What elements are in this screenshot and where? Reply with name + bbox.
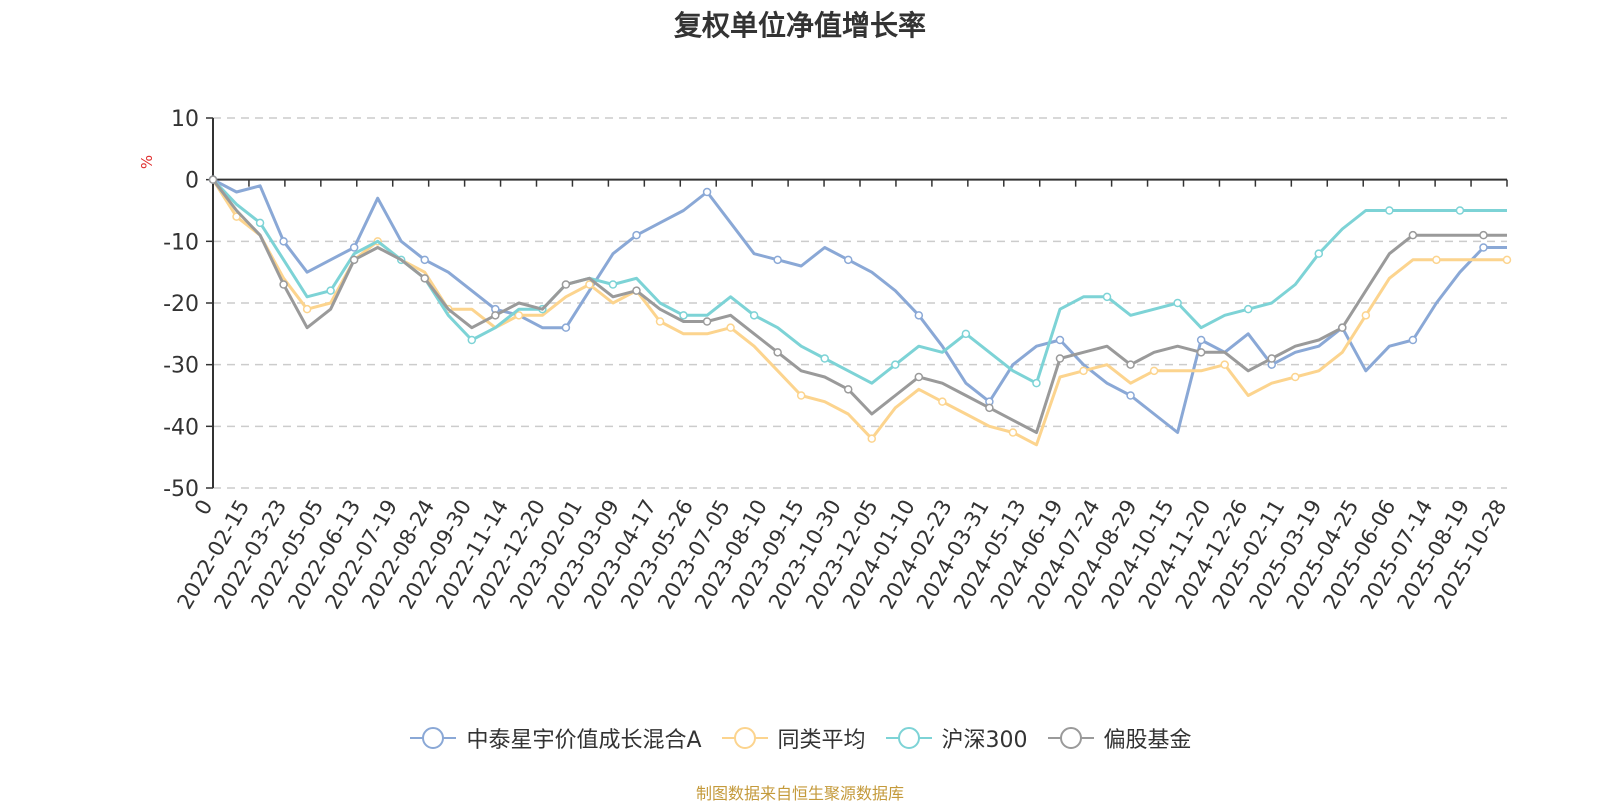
legend-item[interactable]: 沪深300	[884, 722, 1028, 754]
y-tick-label: -10	[163, 230, 199, 255]
data-point	[820, 354, 829, 363]
data-point	[1196, 348, 1206, 357]
legend-marker-icon	[885, 727, 932, 749]
data-point	[1220, 360, 1229, 369]
data-point	[1385, 206, 1394, 215]
data-point	[1408, 230, 1418, 240]
data-point	[1149, 366, 1159, 376]
data-point	[749, 311, 759, 320]
y-tick-label: 0	[185, 169, 199, 194]
x-tick-label: 0	[190, 496, 217, 520]
series-line	[211, 178, 1507, 447]
data-point	[302, 304, 312, 314]
data-point	[655, 317, 665, 326]
data-point	[843, 255, 853, 265]
data-point	[961, 329, 971, 339]
data-point	[1243, 304, 1253, 314]
data-point	[608, 280, 618, 289]
data-point	[773, 348, 782, 357]
data-point	[1126, 360, 1135, 369]
data-point	[420, 255, 429, 265]
data-point	[796, 391, 806, 400]
legend-item[interactable]: 同类平均	[720, 722, 866, 754]
legend-marker-icon	[1047, 727, 1094, 749]
data-point	[326, 286, 335, 295]
data-point	[279, 237, 288, 246]
data-point	[279, 280, 288, 289]
legend-label: 中泰星宇价值成长混合A	[466, 728, 702, 753]
data-point	[867, 434, 877, 443]
series-line	[212, 178, 1507, 434]
data-point	[891, 360, 900, 369]
data-point	[1361, 311, 1371, 320]
data-point	[1055, 354, 1065, 363]
data-point	[1079, 366, 1088, 376]
data-point	[632, 230, 641, 240]
line-chart: 100-10-20-30-40-5002022-02-152022-03-232…	[138, 107, 1512, 613]
data-point	[1432, 255, 1441, 265]
data-point	[255, 218, 265, 228]
data-point	[1314, 249, 1324, 258]
data-point	[349, 255, 359, 265]
legend-label: 沪深300	[941, 728, 1028, 753]
data-point	[702, 187, 712, 197]
legend-item[interactable]: 偏股基金	[1046, 722, 1192, 754]
data-point	[467, 335, 477, 345]
grid-lines	[213, 117, 1507, 489]
data-point	[491, 311, 500, 320]
data-point	[1032, 378, 1041, 388]
data-point	[1338, 323, 1347, 332]
data-point	[208, 175, 218, 184]
legend: 中泰星宇价值成长混合A 同类平均 沪深300 偏股基金	[0, 722, 1600, 754]
series-line	[211, 178, 1507, 385]
data-point	[561, 280, 571, 289]
data-point	[1102, 292, 1112, 302]
data-point	[232, 212, 241, 221]
data-point	[773, 255, 782, 265]
y-tick-label: -40	[163, 415, 199, 440]
legend-marker-icon	[410, 727, 457, 749]
data-point	[1455, 206, 1465, 215]
data-point	[1196, 335, 1206, 345]
legend-label: 同类平均	[777, 728, 866, 753]
data-point	[1008, 428, 1018, 437]
data-point	[1479, 230, 1488, 240]
y-tick-label: -50	[163, 477, 199, 502]
data-point	[585, 280, 594, 289]
data-point	[1173, 298, 1182, 308]
data-point	[985, 403, 994, 413]
data-point	[420, 274, 429, 283]
data-point	[1055, 335, 1065, 345]
data-point	[726, 323, 735, 332]
data-point	[702, 317, 712, 326]
data-point	[514, 311, 524, 320]
data-point	[1291, 372, 1300, 382]
data-point	[632, 286, 641, 295]
data-point	[1408, 335, 1418, 345]
series-line	[211, 178, 1507, 434]
data-point	[1502, 255, 1512, 265]
series-lines	[208, 175, 1512, 447]
data-point	[1126, 391, 1135, 400]
y-tick-label: 10	[171, 107, 199, 132]
data-point	[1479, 243, 1488, 252]
legend-marker-icon	[721, 727, 768, 749]
data-point	[843, 385, 853, 394]
source-note: 制图数据来自恒生聚源数据库	[695, 784, 904, 803]
data-point	[914, 311, 924, 320]
data-point	[1267, 354, 1276, 363]
data-point	[679, 311, 688, 320]
data-point	[914, 372, 924, 382]
y-axis-label: %	[138, 155, 156, 169]
y-tick-label: -20	[163, 292, 199, 317]
legend-label: 偏股基金	[1103, 728, 1192, 753]
data-point	[938, 397, 947, 406]
legend-item[interactable]: 中泰星宇价值成长混合A	[408, 722, 702, 754]
axes: 100-10-20-30-40-5002022-02-152022-03-232…	[163, 107, 1511, 613]
chart-title: 复权单位净值增长率	[673, 9, 926, 42]
data-point	[349, 243, 359, 252]
y-tick-label: -30	[163, 354, 199, 379]
data-point	[561, 323, 571, 332]
